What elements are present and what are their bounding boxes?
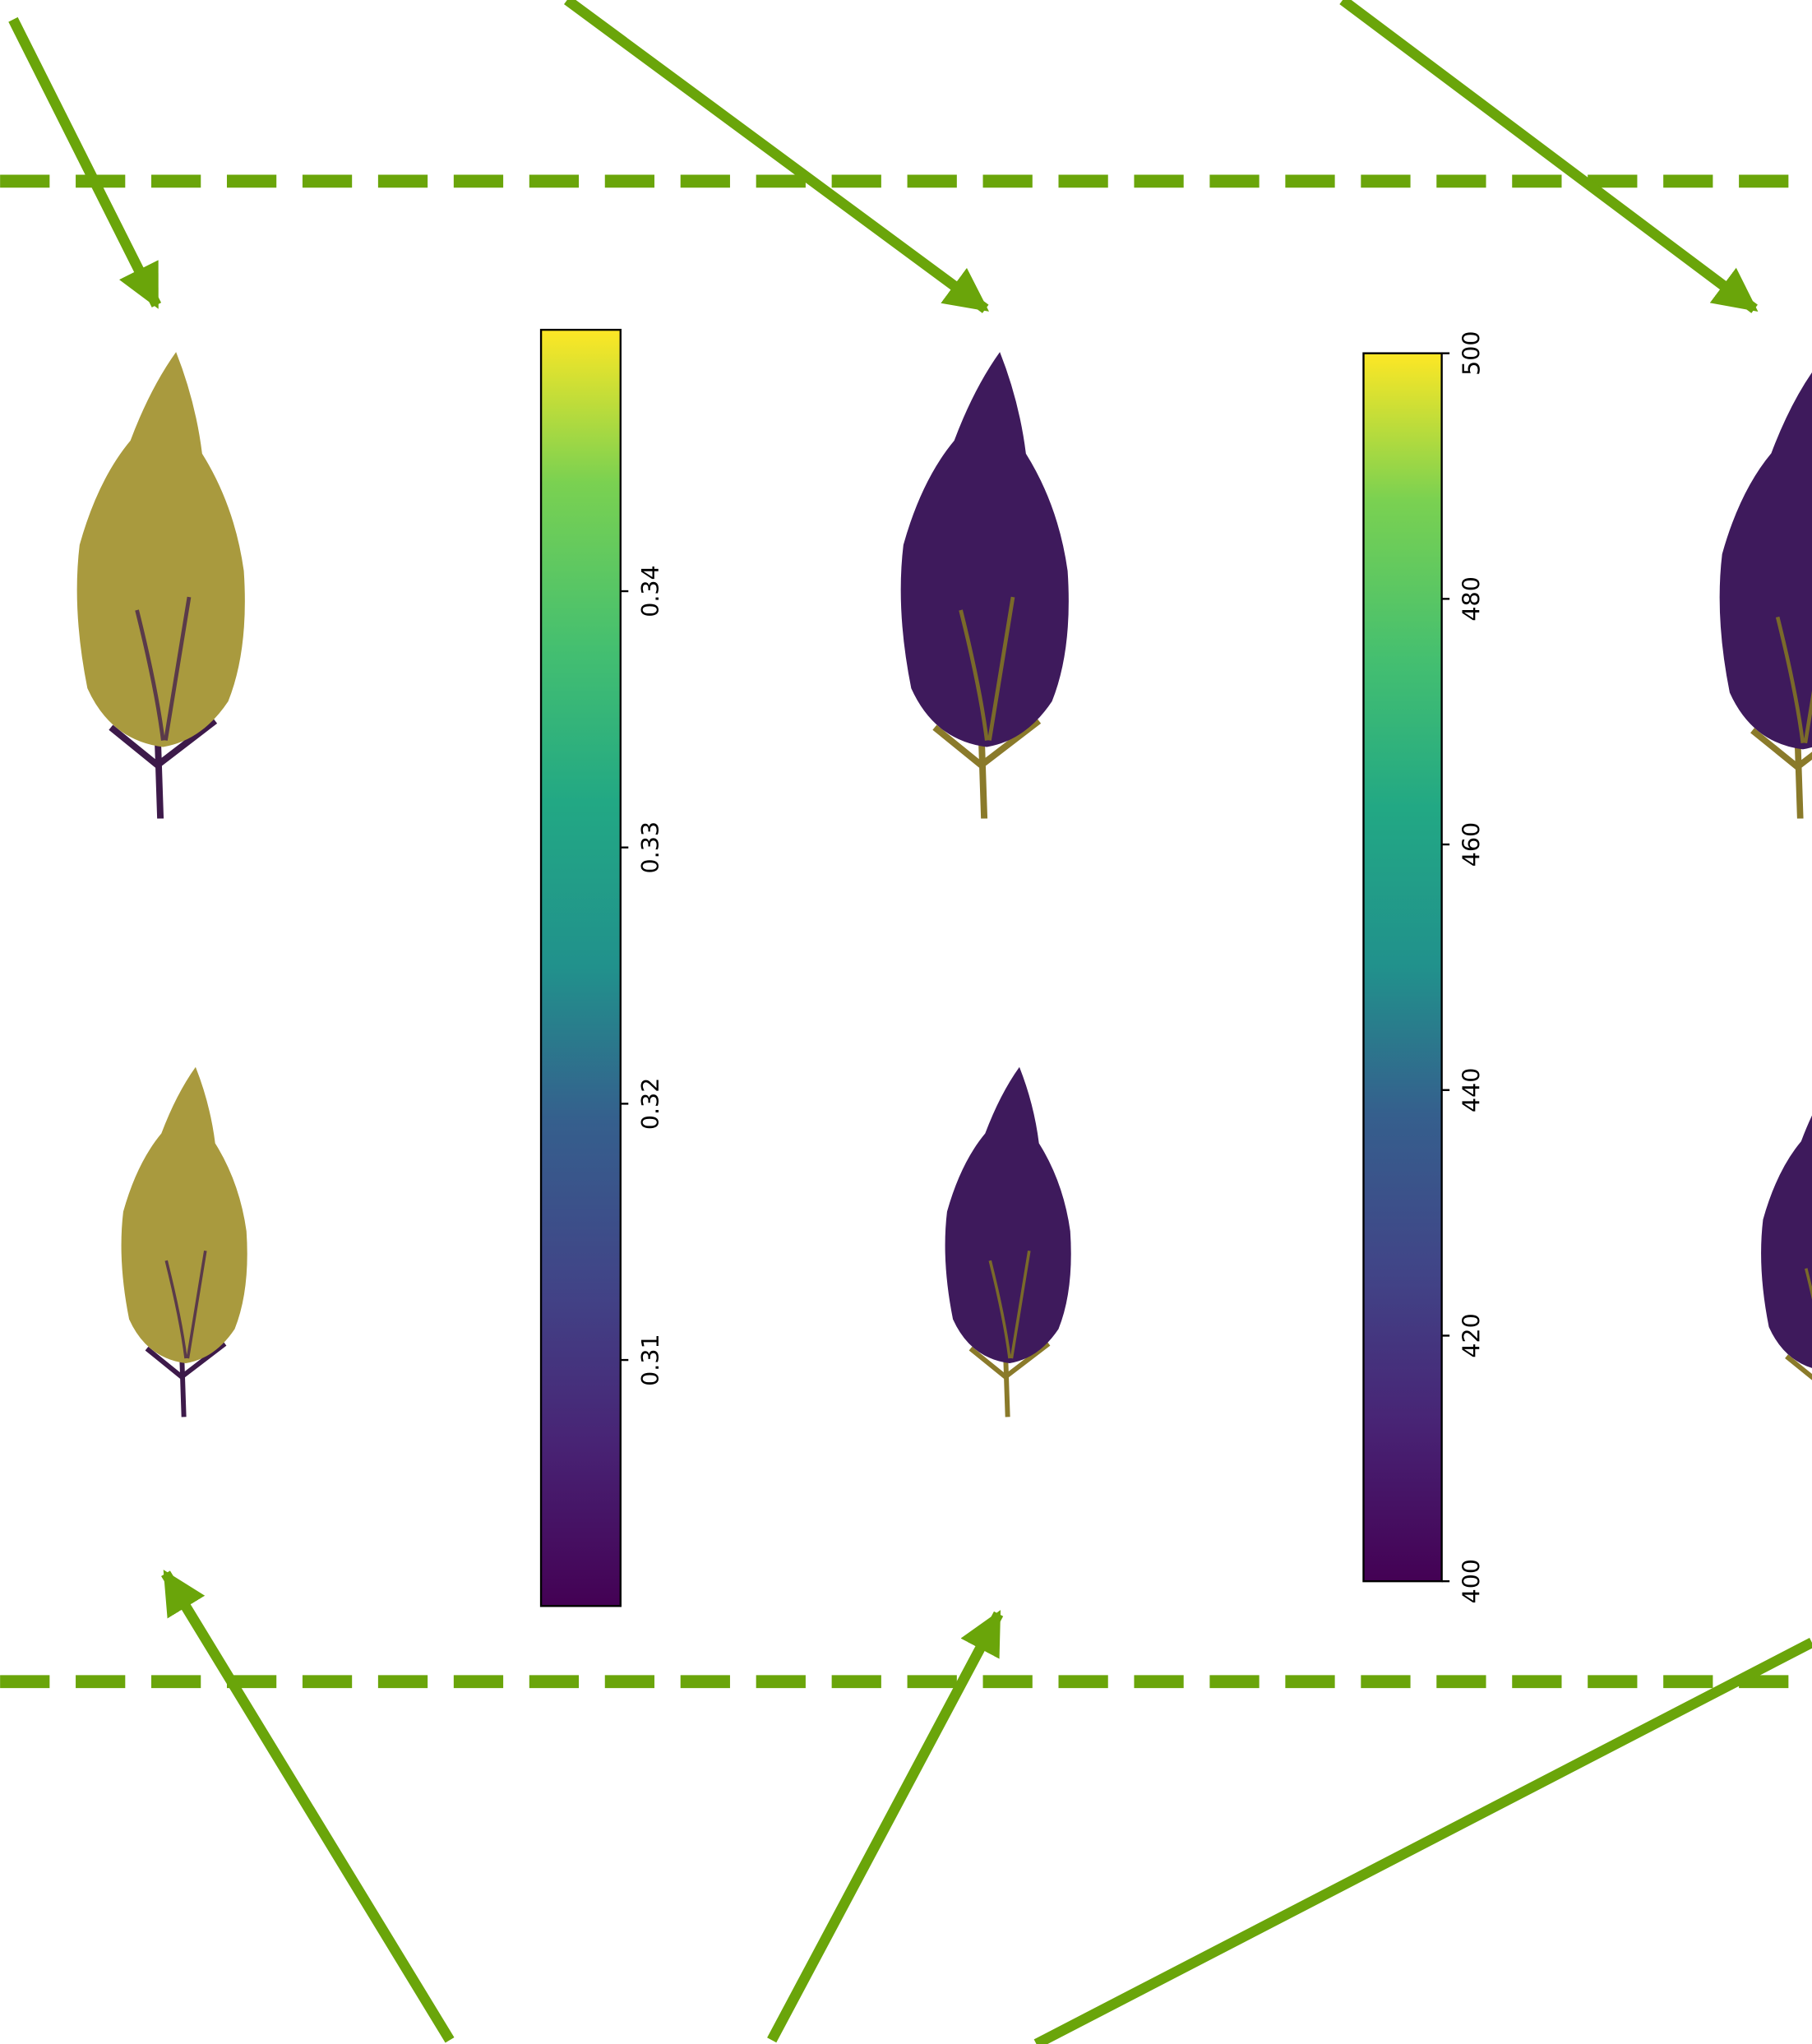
tick-label: 440 <box>1458 1068 1486 1112</box>
tick-label: 0.31 <box>637 1334 664 1386</box>
tick-label: 500 <box>1458 331 1486 375</box>
tick-label: 0.33 <box>637 821 664 874</box>
arrow <box>165 1574 450 2041</box>
tick-label: 400 <box>1458 1559 1486 1603</box>
page: {"chart_data": [ {"type": "colorbar", "c… <box>0 0 1812 2044</box>
arrow <box>1037 1643 1812 2044</box>
arrow <box>772 1614 999 2040</box>
tick-label: 460 <box>1458 822 1486 867</box>
tree <box>77 352 245 819</box>
tree <box>1720 368 1812 819</box>
colorbar <box>1363 354 1441 1582</box>
tree <box>901 352 1069 819</box>
figure: 0.31 0.32 0.33 0.34 400 420 440 460 480 500 <box>0 0 1812 2044</box>
arrow <box>567 0 986 309</box>
tick-label: 420 <box>1458 1313 1486 1357</box>
colorbar <box>541 330 621 1606</box>
tree <box>122 1067 247 1417</box>
tick-label: 0.32 <box>637 1078 664 1131</box>
tick-label: 0.34 <box>637 565 664 617</box>
arrow <box>13 20 156 305</box>
arrow <box>1343 0 1754 309</box>
tick-label: 480 <box>1458 576 1486 621</box>
tree <box>945 1067 1071 1417</box>
tree <box>1761 1075 1812 1425</box>
